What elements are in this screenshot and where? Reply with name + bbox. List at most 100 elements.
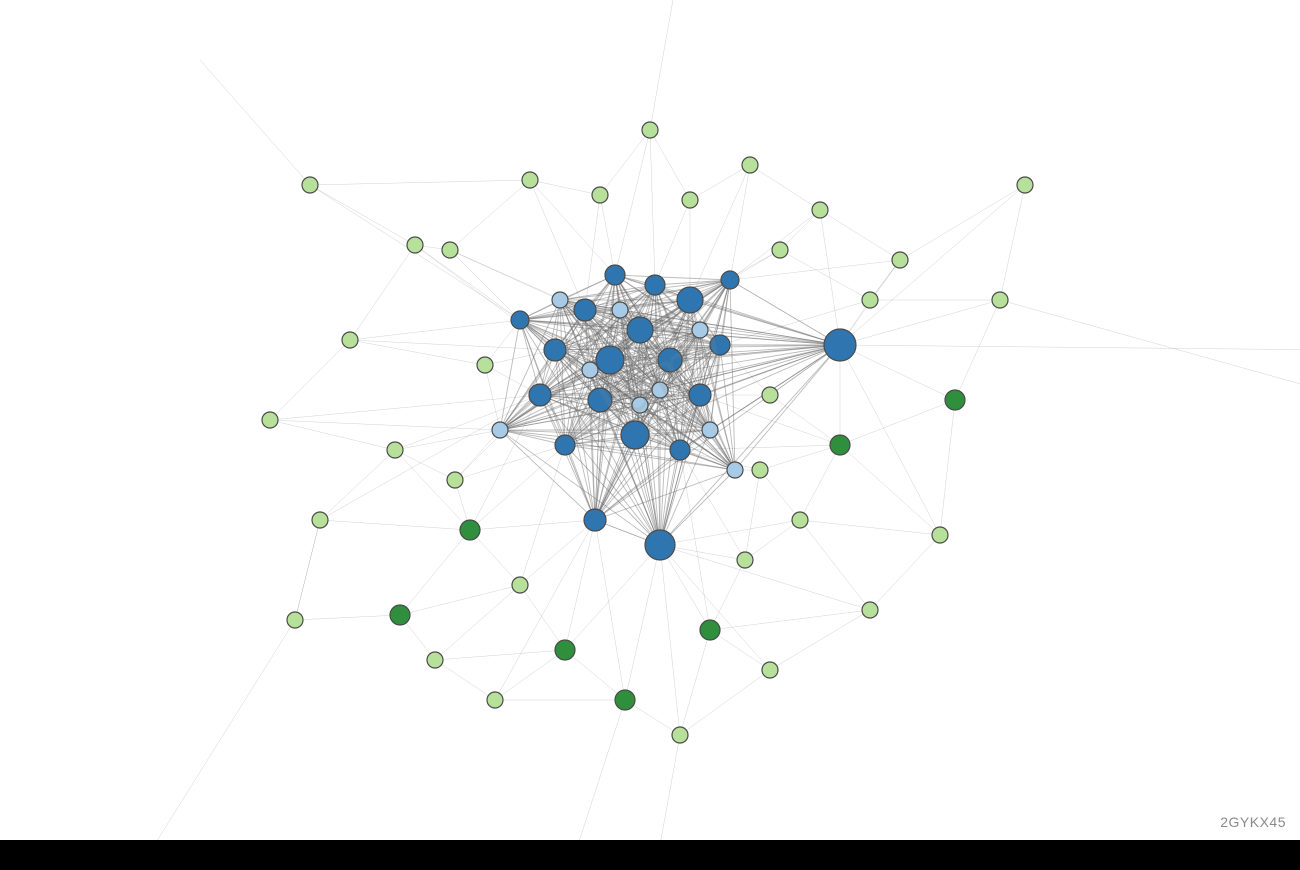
graph-edge — [470, 520, 595, 530]
graph-edge — [415, 245, 520, 320]
graph-edge — [395, 450, 455, 480]
graph-node — [710, 335, 730, 355]
graph-node — [682, 192, 698, 208]
network-graph — [0, 0, 1300, 870]
graph-edge — [520, 585, 565, 650]
graph-edge — [870, 535, 940, 610]
graph-node — [652, 382, 668, 398]
graph-node — [582, 362, 598, 378]
graph-node — [792, 512, 808, 528]
graph-node — [992, 292, 1008, 308]
graph-edge — [625, 545, 660, 700]
graph-edge — [530, 180, 600, 195]
graph-node — [492, 422, 508, 438]
graph-node — [932, 527, 948, 543]
graph-node — [612, 302, 628, 318]
graph-edge — [470, 530, 520, 585]
graph-edge — [565, 520, 595, 650]
graph-edge — [600, 195, 615, 275]
graph-edge — [770, 395, 840, 445]
graph-edge — [320, 395, 540, 520]
graph-edge — [395, 430, 500, 450]
graph-edge — [650, 130, 655, 285]
graph-edge — [635, 435, 660, 545]
graph-edge — [800, 445, 840, 520]
graph-node — [1017, 177, 1033, 193]
network-diagram-stage: alamy 2GYKX45 — [0, 0, 1300, 870]
graph-edge — [295, 520, 320, 620]
graph-node — [702, 422, 718, 438]
watermark-id: 2GYKX45 — [1220, 814, 1286, 830]
graph-edge — [730, 260, 900, 280]
graph-node — [892, 252, 908, 268]
graph-node — [287, 612, 303, 628]
graph-node — [615, 690, 635, 710]
graph-node — [812, 202, 828, 218]
graph-edge — [350, 340, 555, 350]
graph-edge — [350, 320, 520, 340]
graph-node — [737, 552, 753, 568]
graph-edge — [595, 520, 625, 700]
graph-edge — [730, 165, 750, 280]
graph-edge — [395, 450, 470, 530]
graph-node — [460, 520, 480, 540]
graph-edge — [840, 185, 1025, 345]
graph-edge — [270, 395, 540, 420]
graph-node — [762, 387, 778, 403]
graph-node — [727, 462, 743, 478]
graph-edge — [690, 165, 750, 200]
graph-edge — [495, 520, 595, 700]
graph-edge — [840, 345, 940, 535]
graph-node — [312, 512, 328, 528]
graph-node — [632, 397, 648, 413]
graph-edge — [615, 130, 650, 275]
graph-node — [544, 339, 566, 361]
graph-node — [772, 242, 788, 258]
graph-node — [407, 237, 423, 253]
graph-node — [645, 275, 665, 295]
graph-edge — [200, 60, 310, 185]
graph-edge — [565, 650, 625, 700]
graph-edge — [710, 610, 870, 630]
graph-edge — [585, 195, 600, 310]
graph-edge — [840, 445, 940, 535]
graph-edge — [660, 545, 870, 610]
graph-edge — [320, 450, 395, 520]
footer-bar — [0, 840, 1300, 870]
graph-node — [512, 577, 528, 593]
graph-node — [262, 412, 278, 428]
graph-edge — [650, 0, 680, 130]
graph-node — [689, 384, 711, 406]
graph-node — [596, 346, 624, 374]
graph-edge — [485, 365, 500, 430]
graph-edge — [495, 650, 565, 700]
graph-node — [584, 509, 606, 531]
graph-node — [342, 332, 358, 348]
graph-node — [700, 620, 720, 640]
graph-node — [752, 462, 768, 478]
graph-node — [621, 421, 649, 449]
graph-edge — [600, 130, 650, 195]
graph-node — [442, 242, 458, 258]
graph-node — [592, 187, 608, 203]
graph-node — [302, 177, 318, 193]
graph-edge — [530, 180, 585, 310]
graph-edge — [450, 180, 530, 250]
graph-node — [862, 292, 878, 308]
graph-node — [574, 299, 596, 321]
graph-edge — [400, 530, 470, 615]
graph-node — [762, 662, 778, 678]
graph-edge — [435, 585, 520, 660]
graph-node — [552, 292, 568, 308]
graph-edge — [745, 520, 800, 560]
graph-node — [658, 348, 682, 372]
graph-edge — [450, 250, 520, 320]
graph-edge — [650, 130, 690, 200]
graph-edge — [840, 300, 1000, 345]
graph-edge — [780, 250, 870, 300]
graph-node — [642, 122, 658, 138]
graph-edge — [760, 445, 840, 470]
graph-node — [677, 287, 703, 313]
graph-edge — [680, 670, 770, 735]
graph-edge — [435, 650, 565, 660]
